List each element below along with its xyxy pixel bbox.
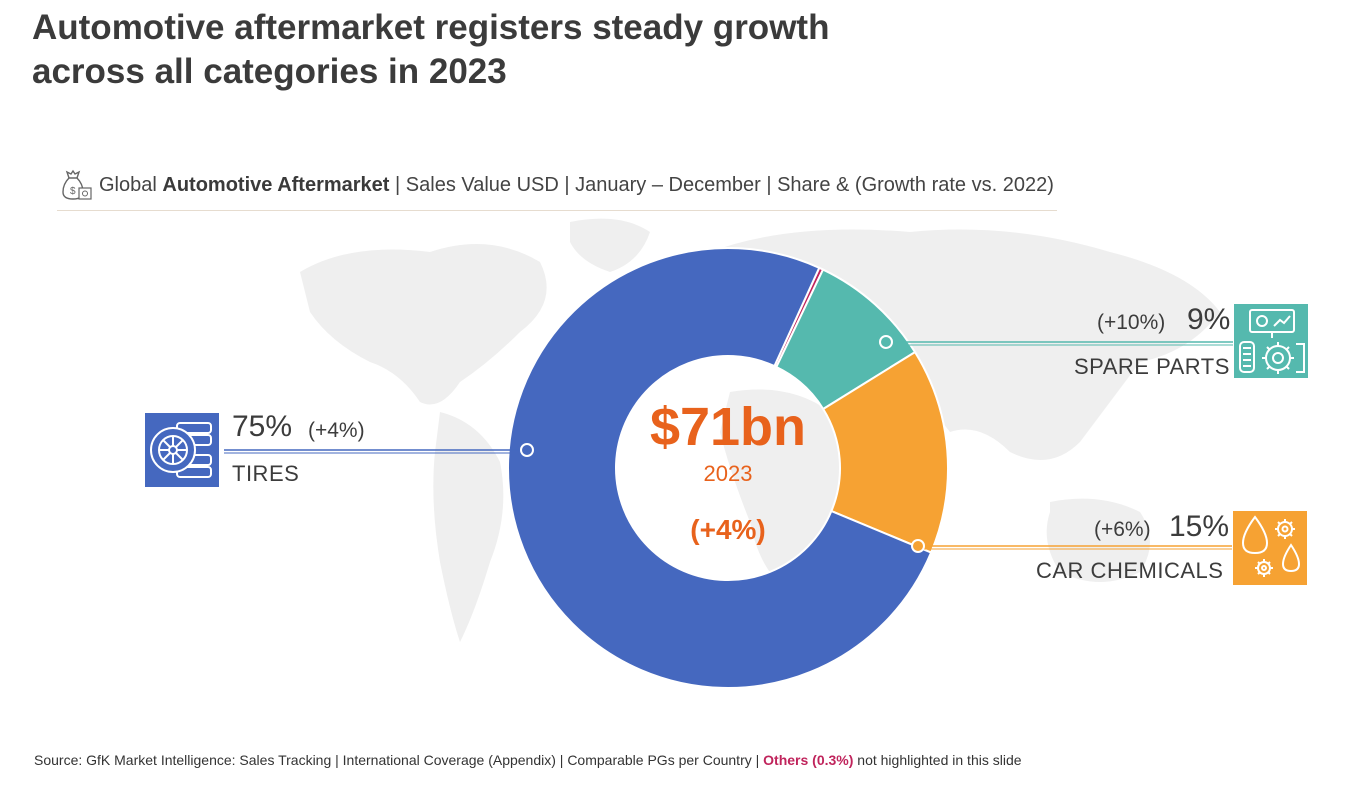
leader-tires-dot xyxy=(520,443,534,457)
svg-text:$: $ xyxy=(70,186,76,197)
chart-title: Automotive aftermarket registers steady … xyxy=(32,6,932,94)
source-suffix: not highlighted in this slide xyxy=(857,752,1022,768)
chart-subtitle: $ Global Automotive Aftermarket | Sales … xyxy=(57,168,1054,202)
source-highlight: Others (0.3%) xyxy=(763,752,854,768)
chemicals-growth: (+6%) xyxy=(1094,518,1151,541)
spare-parts-share: 9% xyxy=(1187,303,1231,336)
spare-parts-label: SPARE PARTS xyxy=(1074,354,1230,379)
source-note: Source: GfK Market Intelligence: Sales T… xyxy=(34,752,1022,768)
leader-spare-parts-dot xyxy=(879,335,893,349)
title-line-1: Automotive aftermarket registers steady … xyxy=(32,8,830,47)
chemicals-share: 15% xyxy=(1169,510,1230,543)
chemicals-label: CAR CHEMICALS xyxy=(1036,558,1224,583)
subtitle-prefix: Global xyxy=(99,173,157,196)
tires-label: TIRES xyxy=(232,461,300,486)
chemicals-icon xyxy=(1233,511,1307,585)
tires-share: 75% xyxy=(232,410,293,443)
slice-tires xyxy=(507,247,933,689)
spare-parts-growth: (+10%) xyxy=(1097,311,1166,334)
subtitle-bold: Automotive Aftermarket xyxy=(162,173,390,196)
leader-car-chemicals-dot xyxy=(911,539,925,553)
spare-parts-icon xyxy=(1234,304,1308,378)
title-line-2: across all categories in 2023 xyxy=(32,52,507,91)
total-year: 2023 xyxy=(703,461,753,486)
total-growth: (+4%) xyxy=(690,514,766,545)
source-prefix: Source: GfK Market Intelligence: Sales T… xyxy=(34,752,760,768)
donut-slices xyxy=(507,247,949,689)
tires-growth: (+4%) xyxy=(308,419,365,442)
subtitle-rest: | Sales Value USD | January – December |… xyxy=(395,173,1054,196)
tire-icon xyxy=(145,413,219,487)
leader-lines xyxy=(224,335,1233,553)
total-value: $71bn xyxy=(649,397,807,457)
money-bag-icon: $ xyxy=(62,169,92,200)
subtitle-divider xyxy=(57,210,1057,211)
